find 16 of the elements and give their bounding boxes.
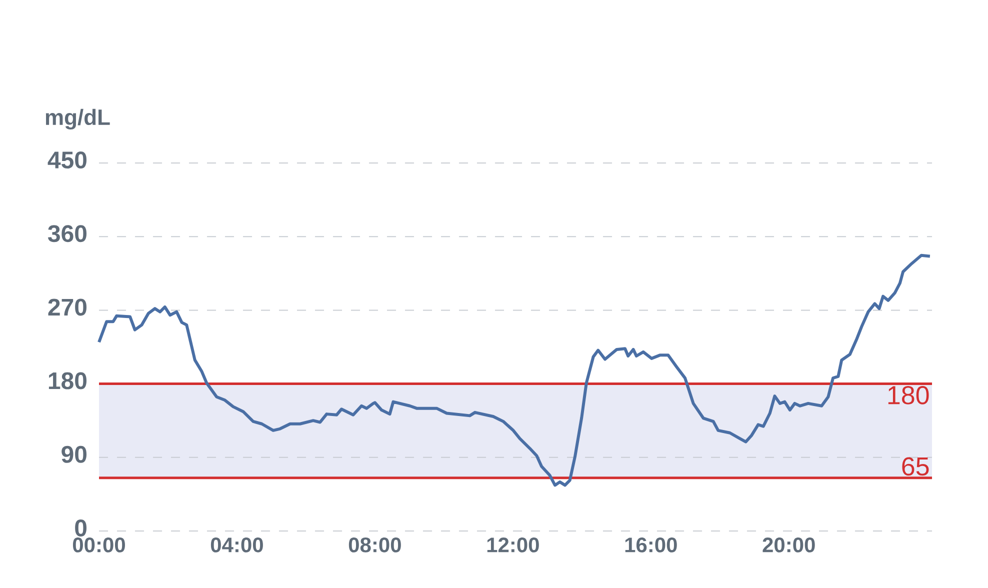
y-tick-label: 360 <box>48 225 86 242</box>
y-tick-label: 180 <box>48 372 86 390</box>
y-tick-label: 90 <box>62 446 86 463</box>
line-series <box>98 254 932 487</box>
x-tick-label: 20:00 <box>762 538 815 552</box>
x-tick-label: 12:00 <box>487 538 539 552</box>
y-axis-title: mg/dL <box>46 108 110 130</box>
x-tick-label: 00:00 <box>72 538 125 552</box>
ref-line-label: 65 <box>902 457 929 476</box>
y-tick-label: 450 <box>48 151 86 168</box>
ref-line-label: 180 <box>888 386 929 404</box>
x-tick-label: 16:00 <box>625 538 677 552</box>
x-tick-label: 04:00 <box>210 538 263 552</box>
y-tick-label: 270 <box>48 298 86 316</box>
x-tick-label: 08:00 <box>348 538 401 552</box>
y-tick-label: 0 <box>75 519 86 536</box>
